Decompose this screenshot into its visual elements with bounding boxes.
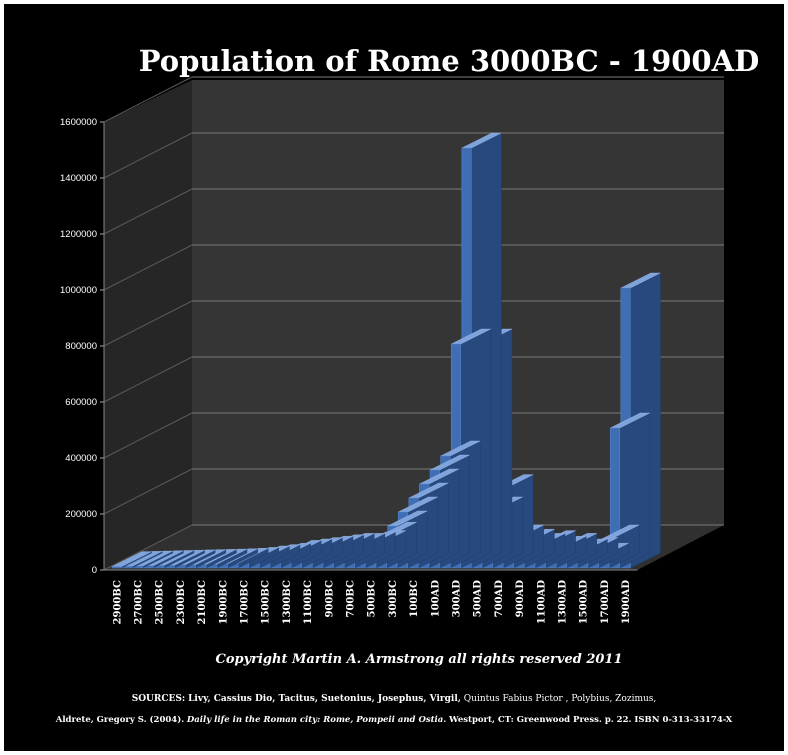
- y-tick-label: 1000000: [60, 285, 97, 296]
- y-tick-label: 1600000: [60, 117, 97, 128]
- gridline-side: [103, 76, 193, 123]
- back-wall: [192, 80, 724, 525]
- sources-list-cont: Quintus Fabius Pictor , Polybius, Zozimu…: [463, 694, 657, 704]
- x-tick-label: 1700AD: [600, 580, 611, 625]
- x-tick-label: 900BC: [324, 580, 335, 618]
- y-tick-label: 600000: [65, 397, 97, 408]
- gridline-side: [103, 524, 193, 571]
- x-tick-label: 1300AD: [558, 580, 569, 625]
- x-tick-label: 1500BC: [261, 580, 272, 624]
- x-tick-label: 1100AD: [536, 580, 547, 625]
- y-tick-label: 0: [92, 565, 97, 576]
- gridline-side: [103, 300, 193, 347]
- x-tick-label: 2900BC: [112, 580, 123, 624]
- x-tick-label: 500AD: [473, 580, 484, 618]
- x-tick-label: 1500AD: [579, 580, 590, 625]
- chart-title: Population of Rome 3000BC - 1900AD: [138, 44, 760, 78]
- sources-list: Livy, Cassius Dio, Tacitus, Suetonius, J…: [188, 694, 461, 704]
- x-tick-label: 2500BC: [155, 580, 166, 624]
- gridline-side: [103, 244, 193, 291]
- x-tick-label: 2300BC: [176, 580, 187, 624]
- source-publisher: Westport, CT: Greenwood Press. p. 22. IS…: [448, 715, 733, 725]
- gridline-side: [103, 468, 193, 515]
- gridline-side: [103, 132, 193, 179]
- x-tick-label: 300AD: [452, 580, 463, 618]
- gridline-side: [103, 356, 193, 403]
- x-tick-label: 900AD: [515, 580, 526, 618]
- x-tick-label: 1900BC: [218, 580, 229, 624]
- copyright-text: Copyright Martin A. Armstrong all rights…: [215, 652, 623, 667]
- x-tick-label: 700BC: [346, 580, 357, 618]
- y-tick-label: 200000: [65, 509, 97, 520]
- x-tick-label: 1100BC: [303, 580, 314, 624]
- chart-frame: 0 200000 400000 600000 800000 1000000 1200000 1…: [4, 4, 784, 751]
- x-tick-label: 2100BC: [197, 580, 208, 624]
- x-tick-label: 1900AD: [621, 580, 632, 625]
- gridline-side: [103, 412, 193, 459]
- x-tick-label: 500BC: [367, 580, 378, 618]
- source-author: Aldrete, Gregory S. (2004).: [55, 715, 185, 725]
- y-tick-label: 1400000: [60, 173, 97, 184]
- population-chart: 0 200000 400000 600000 800000 1000000 1200000 1…: [60, 76, 724, 625]
- x-tick-label: 1300BC: [282, 580, 293, 624]
- sources-line-1: SOURCES: Livy, Cassius Dio, Tacitus, Sue…: [4, 694, 784, 704]
- x-tick-label: 100BC: [409, 580, 420, 618]
- y-tick-label: 1200000: [60, 229, 97, 240]
- y-tick-label: 400000: [65, 453, 97, 464]
- source-book-title: Daily life in the Roman city: Rome, Pomp…: [186, 715, 447, 725]
- sources-label: SOURCES:: [131, 694, 186, 704]
- side-wall: [104, 80, 192, 570]
- x-tick-label: 300BC: [388, 580, 399, 618]
- x-tick-label: 2700BC: [134, 580, 145, 624]
- x-tick-label: 100AD: [430, 580, 441, 618]
- x-tick-label: 700AD: [494, 580, 505, 618]
- y-tick-label: 800000: [65, 341, 97, 352]
- x-tick-label: 1700BC: [240, 580, 251, 624]
- sources-line-2: Aldrete, Gregory S. (2004). Daily life i…: [4, 715, 784, 725]
- gridline-side: [103, 188, 193, 235]
- bar: [609, 427, 621, 569]
- bar: [111, 566, 122, 569]
